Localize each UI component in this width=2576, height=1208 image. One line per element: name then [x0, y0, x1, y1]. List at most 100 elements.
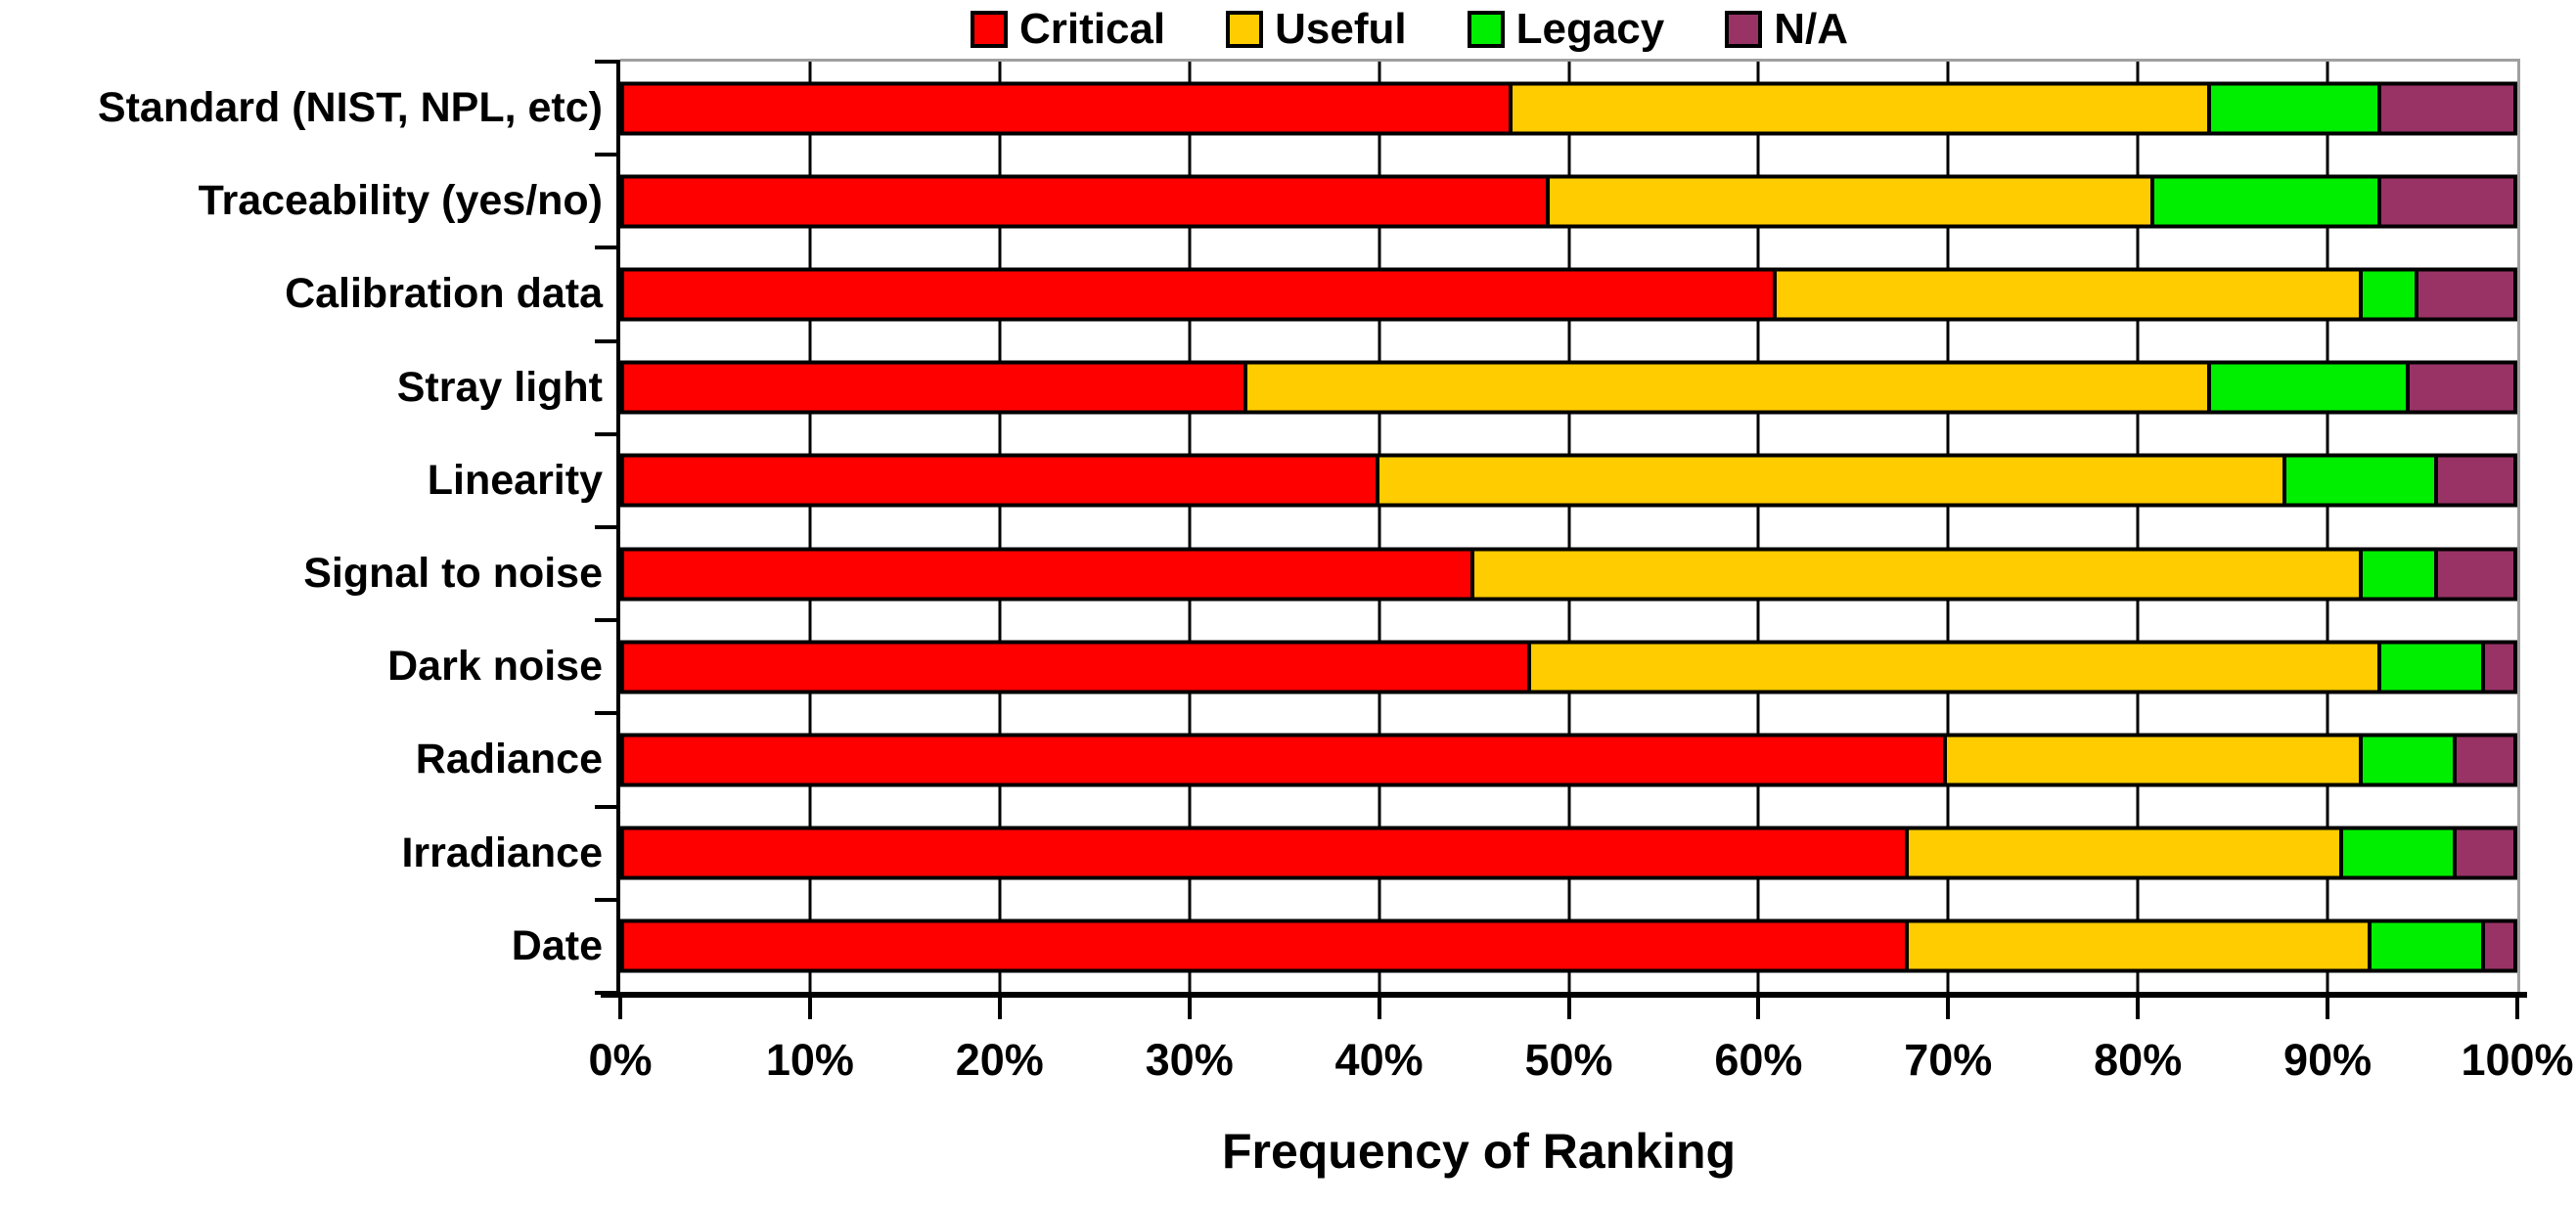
- bar-segment-n-a: [2485, 922, 2513, 969]
- axis-tick-bottom: [807, 993, 812, 1019]
- bar-segment-n-a: [2437, 551, 2513, 598]
- category-label: Dark noise: [387, 643, 603, 691]
- grid-line: [1567, 62, 1570, 993]
- x-tick-label: 0%: [588, 1035, 653, 1085]
- bar: [620, 733, 2517, 787]
- grid-line: [2326, 62, 2329, 993]
- legend-swatch-useful-icon: [1226, 11, 1264, 48]
- bar-segment-legacy: [2362, 271, 2419, 318]
- bar-segment-useful: [1909, 922, 2373, 969]
- bar-segment-legacy: [2362, 737, 2458, 783]
- plot-border-right: [2517, 59, 2520, 993]
- x-tick-label: 20%: [955, 1035, 1044, 1085]
- bar-row: Dark noise: [387, 620, 2517, 713]
- bar-segment-useful: [1776, 271, 2363, 318]
- axis-tick-bottom: [618, 993, 622, 1019]
- x-tick-label: 40%: [1334, 1035, 1424, 1085]
- x-tick-label: 70%: [1904, 1035, 1993, 1085]
- x-axis-line: [601, 992, 2527, 998]
- axis-tick-left: [595, 804, 620, 809]
- axis-tick-left: [595, 60, 620, 64]
- bar-segment-useful: [1473, 551, 2363, 598]
- axis-tick-bottom: [1946, 993, 1951, 1019]
- bar-row: Traceability (yes/no): [199, 155, 2517, 247]
- plot-border-top: [620, 59, 2520, 62]
- legend-swatch-legacy-icon: [1467, 11, 1505, 48]
- bar-segment-critical: [624, 551, 1474, 598]
- bar: [620, 640, 2517, 694]
- axis-tick-left: [595, 246, 620, 250]
- bar-segment-n-a: [2409, 364, 2513, 411]
- legend-item-legacy: Legacy: [1467, 5, 1664, 54]
- x-tick-label: 60%: [1714, 1035, 1803, 1085]
- grid-line: [1378, 62, 1381, 993]
- bar-segment-critical: [624, 737, 1947, 783]
- bar: [620, 174, 2517, 229]
- grid-line: [998, 62, 1002, 993]
- bar-segment-critical: [624, 178, 1551, 225]
- bar-segment-critical: [624, 457, 1380, 504]
- bar-segment-legacy: [2372, 922, 2486, 969]
- axis-tick-left: [595, 618, 620, 623]
- bar-row: Date: [512, 900, 2517, 993]
- category-label: Standard (NIST, NPL, etc): [97, 84, 603, 132]
- bar-segment-legacy: [2154, 178, 2381, 225]
- bar-segment-useful: [1530, 644, 2381, 691]
- bar-segment-legacy: [2211, 85, 2381, 132]
- bar-segment-useful: [1379, 457, 2287, 504]
- bar-segment-n-a: [2380, 85, 2513, 132]
- bar-segment-useful: [1550, 178, 2155, 225]
- grid-line: [1188, 62, 1192, 993]
- category-label: Date: [511, 921, 603, 969]
- bar: [620, 826, 2517, 880]
- bar-segment-n-a: [2437, 457, 2513, 504]
- bar-segment-n-a: [2485, 644, 2513, 691]
- axis-tick-left: [595, 153, 620, 157]
- x-axis-tick-labels: 0% 10% 20% 30% 40% 50% 60% 70% 80% 90% 100%: [588, 1035, 2573, 1090]
- bar-segment-critical: [624, 829, 1910, 876]
- x-tick-label: 80%: [2094, 1035, 2183, 1085]
- x-axis-title: Frequency of Ranking: [1221, 1124, 1737, 1179]
- bar-row: Stray light: [397, 341, 2517, 434]
- bar-segment-useful: [1247, 364, 2212, 411]
- axis-tick-bottom: [1566, 993, 1571, 1019]
- axis-tick-bottom: [1377, 993, 1381, 1019]
- legend-item-critical: Critical: [970, 5, 1166, 54]
- axis-tick-left: [595, 711, 620, 716]
- bar-segment-n-a: [2418, 271, 2513, 318]
- axis-tick-bottom: [1756, 993, 1761, 1019]
- bar: [620, 453, 2517, 508]
- bar-row: Radiance: [416, 713, 2517, 806]
- axis-tick-left: [595, 525, 620, 529]
- bar-segment-useful: [1946, 737, 2363, 783]
- axis-tick-bottom: [997, 993, 1002, 1019]
- legend-label: N/A: [1774, 5, 1849, 53]
- grid-line: [1946, 62, 1950, 993]
- bar-segment-critical: [624, 85, 1513, 132]
- legend-item-useful: Useful: [1226, 5, 1407, 54]
- bar-segment-critical: [624, 271, 1777, 318]
- grid-line: [808, 62, 812, 993]
- plot-area: Standard (NIST, NPL, etc) Traceability (y…: [98, 59, 2527, 1019]
- bar: [620, 360, 2517, 415]
- x-tick-label: 100%: [2461, 1035, 2574, 1085]
- category-label: Irradiance: [401, 828, 603, 876]
- x-tick-label: 90%: [2283, 1035, 2373, 1085]
- bar-row: Signal to noise: [303, 527, 2517, 620]
- legend-label: Critical: [1018, 5, 1166, 53]
- bar-segment-legacy: [2362, 551, 2438, 598]
- bar-segment-critical: [624, 644, 1531, 691]
- bar-segment-n-a: [2457, 829, 2513, 876]
- bar-segment-critical: [624, 364, 1248, 411]
- chart-legend: Critical Useful Legacy N/A: [121, 2, 2576, 57]
- grid-line: [2136, 62, 2140, 993]
- legend-swatch-critical-icon: [970, 11, 1008, 48]
- axis-tick-bottom: [1187, 993, 1192, 1019]
- axis-tick-bottom: [2326, 993, 2330, 1019]
- category-label: Stray light: [396, 363, 603, 411]
- bar: [620, 918, 2517, 973]
- bar-row: Linearity: [428, 434, 2517, 527]
- x-tick-label: 30%: [1145, 1035, 1234, 1085]
- x-tick-label: 50%: [1524, 1035, 1613, 1085]
